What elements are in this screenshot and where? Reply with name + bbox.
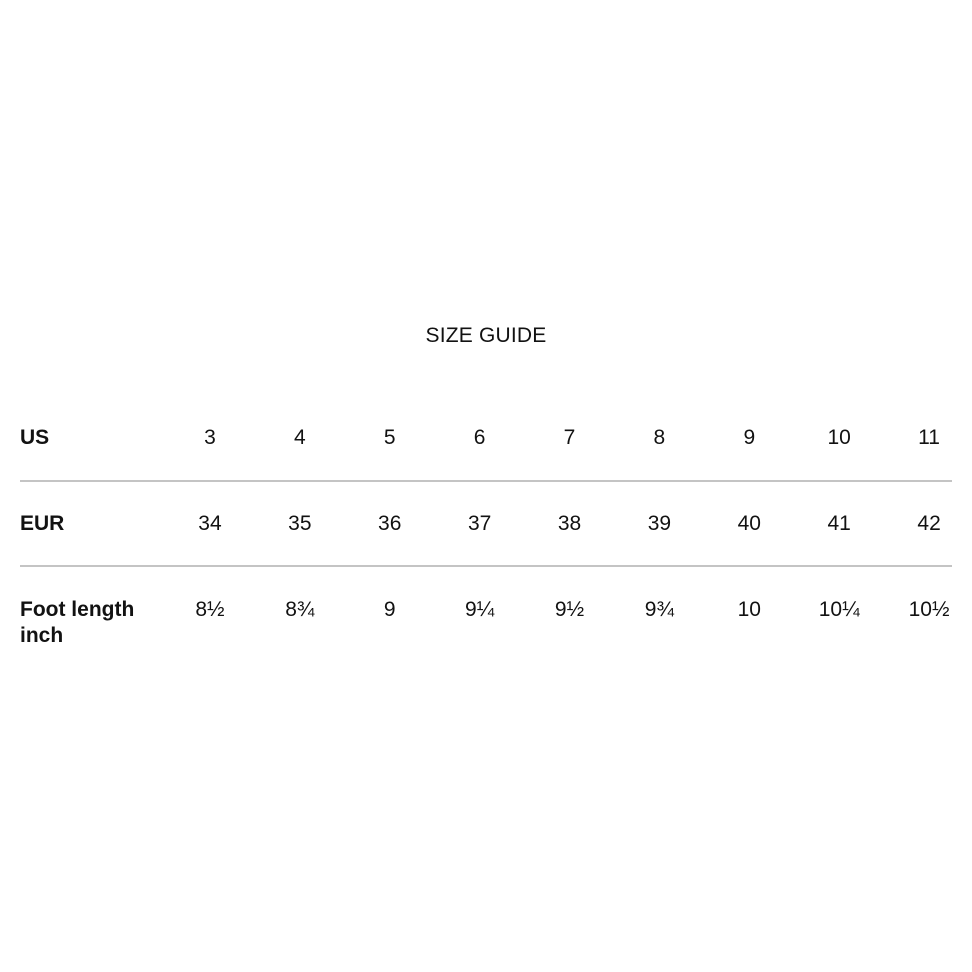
- us-size-cell: 10: [827, 426, 851, 449]
- page-title: SIZE GUIDE: [425, 324, 547, 347]
- us-size-cell: 4: [293, 426, 306, 449]
- foot-length-cell: 8¾: [285, 598, 315, 621]
- table-row-eur: EUR 34 35 36 37 38 39 40 41 42: [20, 482, 972, 565]
- eur-size-cell: 37: [467, 511, 492, 535]
- us-size-cell: 8: [653, 426, 666, 449]
- eur-size-cell: 42: [917, 511, 941, 535]
- foot-length-cell: 9¼: [465, 598, 495, 621]
- eur-size-cell: 41: [827, 511, 851, 535]
- foot-length-cell: 8½: [195, 598, 225, 621]
- eur-size-cell: 34: [198, 511, 222, 535]
- size-guide-table: US 3 4 5 6 7 8 9 10 11 EUR 34 35 36 37 3…: [20, 396, 972, 649]
- eur-size-cell: 39: [647, 511, 672, 535]
- eur-size-cell: 35: [288, 511, 312, 535]
- foot-length-cell: 10½: [908, 598, 950, 621]
- eur-size-cell: 38: [557, 511, 582, 535]
- foot-length-cell: 10¼: [818, 598, 860, 621]
- us-size-cell: 9: [743, 426, 756, 449]
- eur-size-cell: 36: [378, 511, 402, 535]
- row-divider: [20, 565, 952, 567]
- us-size-cell: 5: [383, 426, 396, 449]
- foot-length-cell: 9¾: [644, 598, 674, 621]
- foot-length-cell: 9½: [554, 598, 585, 621]
- row-label-foot-length: Foot length inch: [20, 598, 135, 647]
- us-size-cell: 11: [918, 426, 940, 449]
- row-divider: [20, 480, 952, 482]
- eur-size-cell: 40: [737, 511, 761, 535]
- us-size-cell: 7: [563, 426, 576, 449]
- row-label-eur: EUR: [20, 511, 65, 535]
- foot-length-cell: 10: [737, 598, 761, 621]
- row-label-us: US: [20, 426, 50, 449]
- us-size-cell: 6: [473, 426, 486, 449]
- us-size-cell: 3: [204, 426, 216, 449]
- table-row-foot-length: Foot length inch 8½ 8¾ 9 9¼ 9½ 9¾ 10 10¼…: [20, 567, 972, 649]
- foot-length-cell: 9: [383, 598, 396, 621]
- table-row-us: US 3 4 5 6 7 8 9 10 11: [20, 396, 972, 480]
